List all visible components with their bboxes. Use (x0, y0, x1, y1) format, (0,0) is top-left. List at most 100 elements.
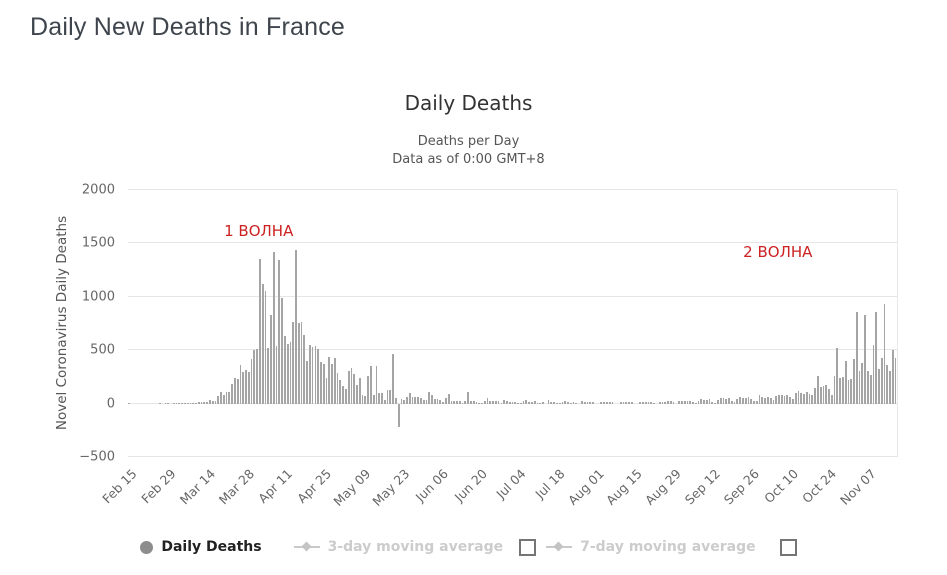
bar[interactable] (680, 400, 683, 404)
bar[interactable] (261, 284, 264, 404)
bar[interactable] (361, 395, 364, 404)
bar[interactable] (611, 402, 614, 404)
bar[interactable] (189, 402, 192, 404)
bar[interactable] (708, 399, 711, 404)
bar[interactable] (733, 402, 736, 404)
bar[interactable] (761, 396, 764, 404)
bar[interactable] (739, 396, 742, 404)
bar[interactable] (192, 402, 195, 404)
bar[interactable] (625, 401, 628, 404)
bar[interactable] (747, 397, 750, 404)
bar[interactable] (661, 401, 664, 404)
bar[interactable] (828, 388, 830, 404)
bar[interactable] (642, 402, 644, 404)
bar[interactable] (353, 373, 356, 404)
bar[interactable] (461, 402, 464, 404)
bar[interactable] (500, 402, 503, 404)
bar[interactable] (808, 394, 811, 404)
bar[interactable] (289, 342, 292, 404)
bar[interactable] (436, 398, 439, 404)
bar[interactable] (383, 399, 386, 404)
bar[interactable] (358, 377, 361, 404)
bar[interactable] (283, 335, 286, 404)
bar[interactable] (503, 400, 506, 404)
bar[interactable] (281, 298, 283, 404)
bar[interactable] (206, 402, 208, 404)
bar[interactable] (464, 400, 467, 404)
bar[interactable] (778, 395, 780, 404)
bar[interactable] (350, 368, 353, 404)
bar[interactable] (317, 348, 320, 404)
bar[interactable] (816, 375, 819, 404)
bar[interactable] (200, 402, 203, 404)
bar[interactable] (550, 401, 553, 404)
bar[interactable] (891, 349, 894, 404)
bar[interactable] (272, 252, 275, 404)
bar[interactable] (700, 399, 703, 404)
bar[interactable] (669, 401, 672, 404)
bar[interactable] (678, 400, 680, 404)
bar[interactable] (714, 402, 717, 404)
bar[interactable] (703, 400, 705, 404)
bar[interactable] (861, 363, 864, 404)
bar[interactable] (494, 400, 497, 404)
bar[interactable] (331, 364, 333, 404)
bar[interactable] (345, 389, 347, 404)
bar[interactable] (347, 370, 350, 404)
bar[interactable] (878, 368, 880, 404)
bar[interactable] (511, 401, 514, 404)
bar[interactable] (658, 402, 661, 404)
bar[interactable] (850, 378, 853, 404)
bar[interactable] (400, 399, 403, 404)
bar[interactable] (525, 400, 528, 404)
bar[interactable] (866, 370, 869, 404)
bar[interactable] (489, 401, 492, 404)
bar[interactable] (800, 392, 803, 404)
bar[interactable] (250, 358, 253, 404)
bar[interactable] (267, 348, 270, 404)
bar[interactable] (883, 304, 886, 404)
bar[interactable] (303, 335, 306, 404)
bar[interactable] (395, 397, 397, 404)
bar[interactable] (203, 401, 206, 404)
bar[interactable] (750, 399, 753, 404)
bar[interactable] (780, 394, 783, 404)
bar[interactable] (458, 401, 461, 404)
bar[interactable] (689, 401, 692, 404)
bar[interactable] (600, 401, 603, 404)
bar[interactable] (297, 323, 300, 404)
bar[interactable] (533, 400, 536, 404)
bar[interactable] (811, 394, 814, 404)
bar[interactable] (783, 395, 786, 404)
checkbox-7day-moving-average[interactable] (779, 538, 797, 556)
bar[interactable] (736, 399, 739, 404)
bar[interactable] (278, 260, 281, 404)
bar[interactable] (719, 398, 722, 404)
bar[interactable] (242, 371, 245, 404)
bar[interactable] (245, 369, 247, 404)
bar[interactable] (619, 401, 622, 404)
bar[interactable] (236, 378, 239, 404)
bar[interactable] (536, 402, 539, 404)
bar[interactable] (217, 396, 220, 404)
bar[interactable] (755, 400, 758, 404)
bar[interactable] (439, 400, 442, 404)
bar[interactable] (197, 402, 200, 404)
bar[interactable] (481, 402, 483, 404)
bar[interactable] (705, 400, 708, 404)
bar[interactable] (583, 402, 586, 404)
bar[interactable] (819, 386, 822, 404)
bar[interactable] (408, 393, 411, 404)
bar[interactable] (370, 366, 372, 404)
bar[interactable] (428, 392, 431, 404)
bar[interactable] (553, 402, 556, 404)
bar[interactable] (258, 258, 261, 404)
bar[interactable] (794, 393, 797, 404)
bar[interactable] (442, 402, 444, 404)
bar[interactable] (311, 346, 314, 404)
bar[interactable] (356, 384, 358, 404)
bar[interactable] (589, 402, 592, 404)
legend-item-7day-moving-average[interactable]: 7-day moving average (546, 539, 756, 555)
bar[interactable] (403, 399, 406, 404)
bar[interactable] (753, 401, 755, 404)
